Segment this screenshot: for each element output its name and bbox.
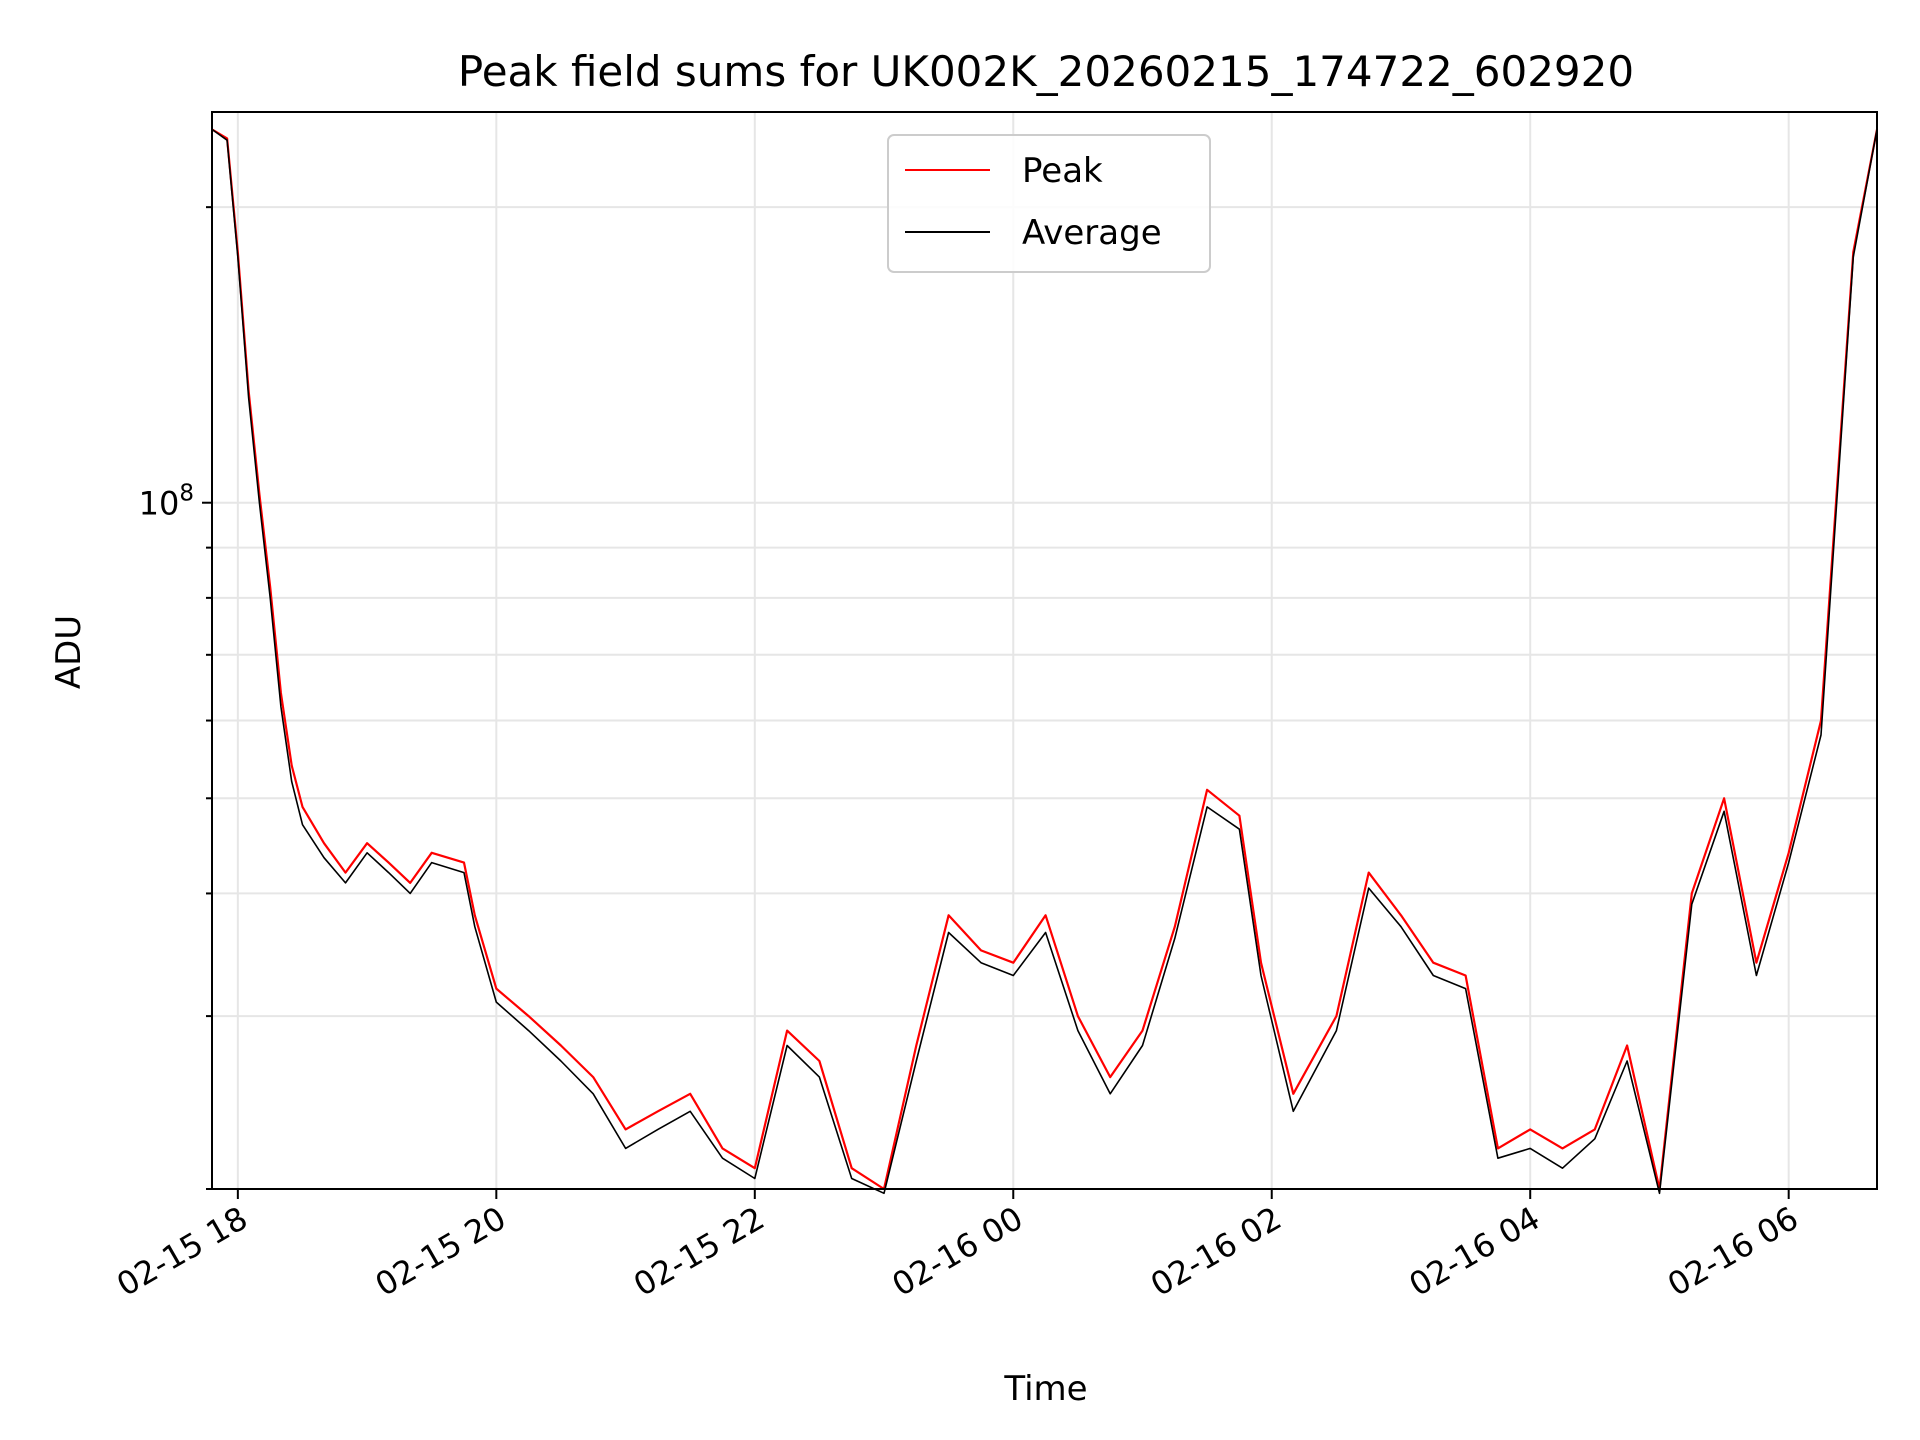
series-lines (211, 128, 1879, 1195)
series-line-peak (211, 128, 1879, 1191)
y-tick-label: 108 (139, 481, 194, 523)
chart-title: Peak field sums for UK002K_20260215_1747… (458, 47, 1634, 96)
legend-label-average: Average (1022, 213, 1162, 253)
y-axis: 108 (139, 206, 212, 1190)
plot-frame (211, 111, 1878, 1190)
y-tick-label-base: 10 (139, 485, 180, 523)
legend: Peak Average (887, 134, 1211, 273)
x-axis-label: Time (1003, 1369, 1087, 1409)
legend-label-peak: Peak (1022, 151, 1103, 191)
y-axis-label: ADU (49, 615, 89, 689)
series-line-average (211, 128, 1878, 1195)
y-tick-label-exponent: 8 (179, 481, 194, 507)
